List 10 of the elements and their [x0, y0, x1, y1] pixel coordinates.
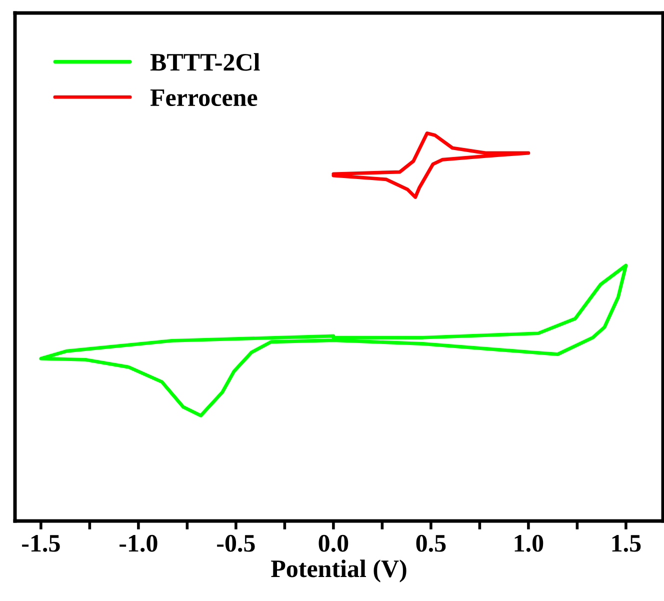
x-tick-label: 0.5 — [416, 534, 446, 552]
x-axis-title: Potential (V) — [271, 560, 406, 582]
legend-label: Ferrocene — [150, 89, 258, 106]
x-tick-label: -1.5 — [22, 535, 60, 552]
legend-label: BTTT-2Cl — [150, 53, 260, 71]
x-tick-label: 1.5 — [612, 535, 641, 552]
x-tick-label: 0.0 — [318, 534, 348, 552]
x-tick-label: 1.0 — [514, 534, 544, 552]
x-tick-label: -1.0 — [120, 534, 158, 552]
x-tick-label: -0.5 — [217, 534, 255, 552]
